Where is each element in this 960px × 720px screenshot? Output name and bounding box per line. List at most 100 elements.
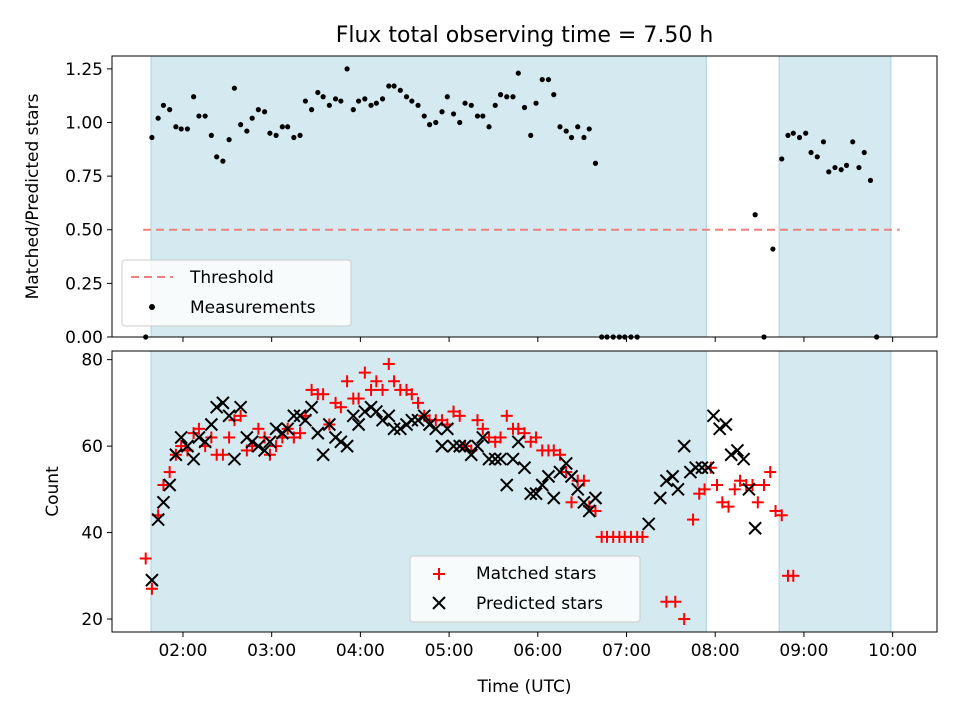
- predicted-star-point: [393, 422, 408, 436]
- predicted-star-point: [564, 469, 579, 484]
- matched-star-point: [687, 513, 700, 526]
- measurement-point: [315, 89, 321, 96]
- bottom-y-ticks: 20 40 60 80: [81, 351, 112, 630]
- predicted-legend-swatch: [432, 596, 446, 610]
- matched-star-point: [722, 500, 735, 513]
- measurement-point: [820, 139, 827, 145]
- matched-star-point: [769, 504, 782, 517]
- x-tick-label: 06:00: [513, 641, 562, 661]
- predicted-star-point: [334, 435, 348, 449]
- predicted-star-point: [453, 439, 467, 453]
- predicted-star-point: [582, 504, 596, 518]
- measurements-legend-swatch: [149, 304, 155, 310]
- predicted-star-point: [547, 491, 561, 505]
- measurement-point: [832, 164, 838, 171]
- predicted-star-point: [422, 417, 437, 432]
- top-y-ticks: 0.00 0.25 0.50 0.75 1.00 1.25: [65, 60, 112, 348]
- predicted-star-point: [375, 413, 390, 427]
- matched-star-point: [711, 479, 723, 492]
- measurement-point: [504, 94, 510, 100]
- predicted-star-point: [387, 422, 401, 436]
- matched-star-point: [388, 375, 401, 388]
- matched-star-point: [669, 595, 682, 608]
- matched-star-point: [565, 496, 578, 509]
- measurement-point: [581, 134, 587, 141]
- measurement-point: [592, 160, 599, 166]
- measurement-point: [391, 83, 397, 89]
- predicted-star-point: [222, 409, 236, 423]
- matched-star-point: [370, 375, 383, 388]
- measurement-point: [261, 109, 268, 115]
- predicted-star-point: [251, 439, 266, 453]
- measurement-point: [196, 113, 202, 119]
- matched-star-point: [530, 431, 543, 444]
- matched-star-point: [453, 409, 466, 422]
- bottom-y-tick-label: 20: [81, 610, 103, 630]
- x-tick-label: 07:00: [602, 641, 651, 661]
- predicted-star-point: [553, 465, 567, 479]
- measurement-point: [344, 66, 350, 72]
- measurement-point: [533, 100, 539, 106]
- measurement-point: [167, 107, 173, 113]
- matched-star-point: [494, 431, 507, 444]
- matched-star-point: [234, 409, 247, 422]
- predicted-star-point: [162, 478, 177, 492]
- matched-star-point: [294, 427, 307, 440]
- count-points: [139, 357, 800, 626]
- measurement-point: [521, 104, 528, 111]
- measurement-point: [350, 107, 356, 113]
- measurement-point: [450, 111, 457, 117]
- predicted-star-point: [298, 413, 313, 427]
- measurement-point: [486, 124, 492, 130]
- measurement-point: [184, 126, 191, 132]
- matched-star-point: [764, 466, 777, 479]
- bottom-legend: Matched stars Predicted stars: [409, 555, 641, 623]
- predicted-star-point: [730, 443, 745, 458]
- measurement-point: [850, 139, 856, 145]
- top-legend: Threshold Measurements: [121, 259, 352, 327]
- bottom-y-tick-label: 80: [81, 351, 103, 371]
- measurement-point: [285, 124, 291, 130]
- predicted-star-point: [535, 478, 549, 492]
- predicted-star-point: [446, 439, 461, 453]
- predicted-star-point: [559, 456, 573, 471]
- measurement-point: [214, 154, 220, 160]
- measurement-point: [244, 128, 250, 134]
- top-y-tick-label: 1.00: [65, 113, 103, 133]
- measurement-point: [480, 113, 486, 119]
- predicted-star-point: [677, 439, 691, 453]
- measurement-point: [838, 167, 844, 173]
- predicted-star-point: [311, 426, 325, 440]
- predicted-star-point: [411, 413, 425, 427]
- predicted-star-point: [304, 400, 319, 414]
- matched-star-point: [365, 383, 378, 396]
- measurement-point: [808, 149, 814, 156]
- matched-star-point: [787, 569, 800, 582]
- predicted-legend-label: Predicted stars: [476, 594, 603, 614]
- measurement-point: [368, 102, 374, 108]
- measurement-point: [867, 177, 874, 184]
- predicted-star-point: [571, 482, 585, 497]
- predicted-star-point: [588, 491, 603, 505]
- predicted-star-point: [216, 396, 230, 410]
- predicted-star-point: [263, 435, 277, 449]
- predicted-star-point: [405, 413, 419, 427]
- top-window-2: [778, 55, 892, 338]
- predicted-star-point: [145, 573, 159, 587]
- measurements-legend-label: Measurements: [190, 298, 316, 318]
- predicted-star-point: [689, 461, 703, 475]
- predicted-star-point: [470, 439, 485, 453]
- matched-star-point: [500, 409, 513, 422]
- predicted-star-point: [641, 517, 656, 531]
- matched-star-point: [270, 440, 283, 453]
- matched-star-point: [775, 509, 788, 522]
- measurement-point: [426, 122, 433, 128]
- matched-star-point: [547, 444, 560, 457]
- measurement-point: [338, 98, 344, 104]
- measurement-point: [433, 119, 439, 126]
- bottom-y-axis-label: Count: [43, 466, 63, 517]
- predicted-star-point: [198, 435, 212, 449]
- measurement-point: [563, 128, 569, 134]
- count-panel: 02:00 03:00 04:00 05:00 06:00 07:00 08:00 09:00…: [43, 350, 938, 697]
- matched-star-point: [476, 422, 489, 435]
